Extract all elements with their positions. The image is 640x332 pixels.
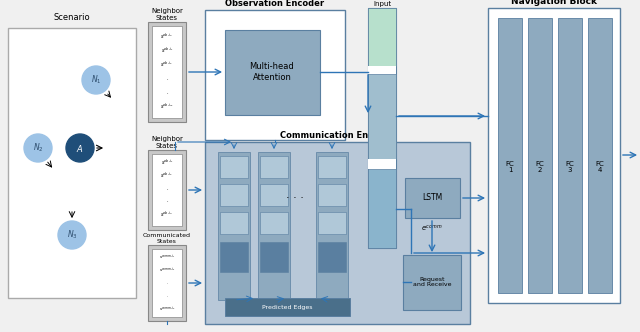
Text: FC 2: FC 2	[268, 193, 280, 198]
Text: Navigation Block: Navigation Block	[511, 0, 597, 6]
Text: $s^{comm,i_1}$: $s^{comm,i_1}$	[159, 252, 175, 262]
Bar	[205, 10, 345, 140]
Text: $e^{comm}$: $e^{comm}$	[421, 223, 443, 233]
Text: Communicated
States: Communicated States	[143, 233, 191, 244]
Text: $s^{ob,i_1}$: $s^{ob,i_1}$	[161, 157, 173, 167]
Bar	[260, 242, 288, 272]
Text: FC 3: FC 3	[268, 220, 280, 225]
Text: Augmented
Input: Augmented Input	[362, 0, 403, 7]
Text: Gumbel
SoftMax: Gumbel SoftMax	[224, 252, 244, 262]
Bar	[528, 18, 552, 293]
Text: $N_3$: $N_3$	[67, 229, 77, 241]
Text: FC 3: FC 3	[228, 220, 240, 225]
Text: . . .: . . .	[286, 190, 304, 200]
Text: .: .	[166, 199, 168, 204]
Bar	[368, 74, 396, 159]
Bar	[205, 142, 470, 324]
Circle shape	[58, 221, 86, 249]
Text: Neighbor
States: Neighbor States	[151, 8, 183, 21]
Text: FC 2: FC 2	[326, 193, 338, 198]
Bar	[152, 249, 182, 317]
Bar	[148, 22, 186, 122]
Bar	[220, 212, 248, 234]
Text: FC
4: FC 4	[596, 160, 604, 174]
Text: Scenario: Scenario	[54, 13, 90, 22]
Text: FC 1: FC 1	[268, 164, 280, 170]
Bar	[220, 156, 248, 178]
Text: FC 2: FC 2	[228, 193, 240, 198]
Text: .: .	[166, 75, 168, 80]
Bar	[405, 178, 460, 218]
Circle shape	[24, 134, 52, 162]
Text: LSTM: LSTM	[422, 194, 442, 203]
Bar	[260, 156, 288, 178]
Text: .: .	[166, 281, 168, 285]
Bar	[148, 150, 186, 230]
Text: $A$: $A$	[76, 142, 84, 153]
Text: $s^{ob,i_0}$: $s^{ob,i_0}$	[161, 31, 173, 41]
Text: Request
and Receive: Request and Receive	[413, 277, 451, 288]
Bar	[318, 242, 346, 272]
Bar	[260, 184, 288, 206]
Bar	[148, 245, 186, 321]
Text: $s^{ob,i_1}$: $s^{ob,i_1}$	[161, 45, 173, 55]
Bar	[258, 152, 290, 300]
Bar	[225, 30, 320, 115]
Text: FC
3: FC 3	[566, 160, 574, 174]
Bar	[318, 212, 346, 234]
Bar	[152, 154, 182, 226]
Circle shape	[82, 66, 110, 94]
Text: $s^{ob,i_n}$: $s^{ob,i_n}$	[161, 209, 173, 219]
Bar	[368, 8, 396, 66]
Text: .: .	[166, 90, 168, 95]
Text: Multi-head
Attention: Multi-head Attention	[250, 62, 294, 82]
Bar	[225, 298, 350, 316]
Text: $N_1$: $N_1$	[91, 74, 101, 86]
Bar	[558, 18, 582, 293]
Text: Communication Encoder: Communication Encoder	[280, 131, 394, 140]
Text: Gumbel
SoftMax: Gumbel SoftMax	[264, 252, 284, 262]
Text: FC 1: FC 1	[228, 164, 240, 170]
Bar	[488, 8, 620, 303]
Bar	[588, 18, 612, 293]
Text: $N_2$: $N_2$	[33, 142, 44, 154]
Text: $s^{comm,i_n}$: $s^{comm,i_n}$	[159, 304, 175, 314]
Text: .: .	[166, 294, 168, 298]
Bar	[368, 66, 396, 74]
Text: $e_i^c$: $e_i^c$	[376, 201, 388, 217]
Bar	[220, 242, 248, 272]
Text: $s^{comm,i_2}$: $s^{comm,i_2}$	[159, 265, 175, 275]
Circle shape	[66, 134, 94, 162]
Text: $s^{ob,i_m}$: $s^{ob,i_m}$	[160, 101, 174, 111]
Text: FC 3: FC 3	[326, 220, 338, 225]
Bar	[318, 184, 346, 206]
Bar	[318, 156, 346, 178]
Bar	[220, 184, 248, 206]
Text: FC 1: FC 1	[326, 164, 338, 170]
Bar	[8, 28, 136, 298]
Bar	[260, 212, 288, 234]
Text: Gumbel
SoftMax: Gumbel SoftMax	[322, 252, 342, 262]
Bar	[403, 255, 461, 310]
Bar	[316, 152, 348, 300]
Bar	[368, 159, 396, 169]
Text: $o$: $o$	[378, 32, 386, 42]
Bar	[218, 152, 250, 300]
Text: $e_i^a$: $e_i^a$	[376, 108, 388, 124]
Text: Neighbor
States: Neighbor States	[151, 136, 183, 149]
Text: FC
2: FC 2	[536, 160, 545, 174]
Text: .: .	[166, 186, 168, 191]
Bar	[368, 8, 396, 248]
Bar	[368, 169, 396, 248]
Text: $s^{ob,i_2}$: $s^{ob,i_2}$	[161, 59, 173, 69]
Bar	[498, 18, 522, 293]
Bar	[152, 26, 182, 118]
Text: Observation Encoder: Observation Encoder	[225, 0, 324, 8]
Text: $s^{ob,i_2}$: $s^{ob,i_2}$	[161, 170, 173, 180]
Text: Predicted Edges: Predicted Edges	[262, 304, 312, 309]
Text: FC
1: FC 1	[506, 160, 515, 174]
